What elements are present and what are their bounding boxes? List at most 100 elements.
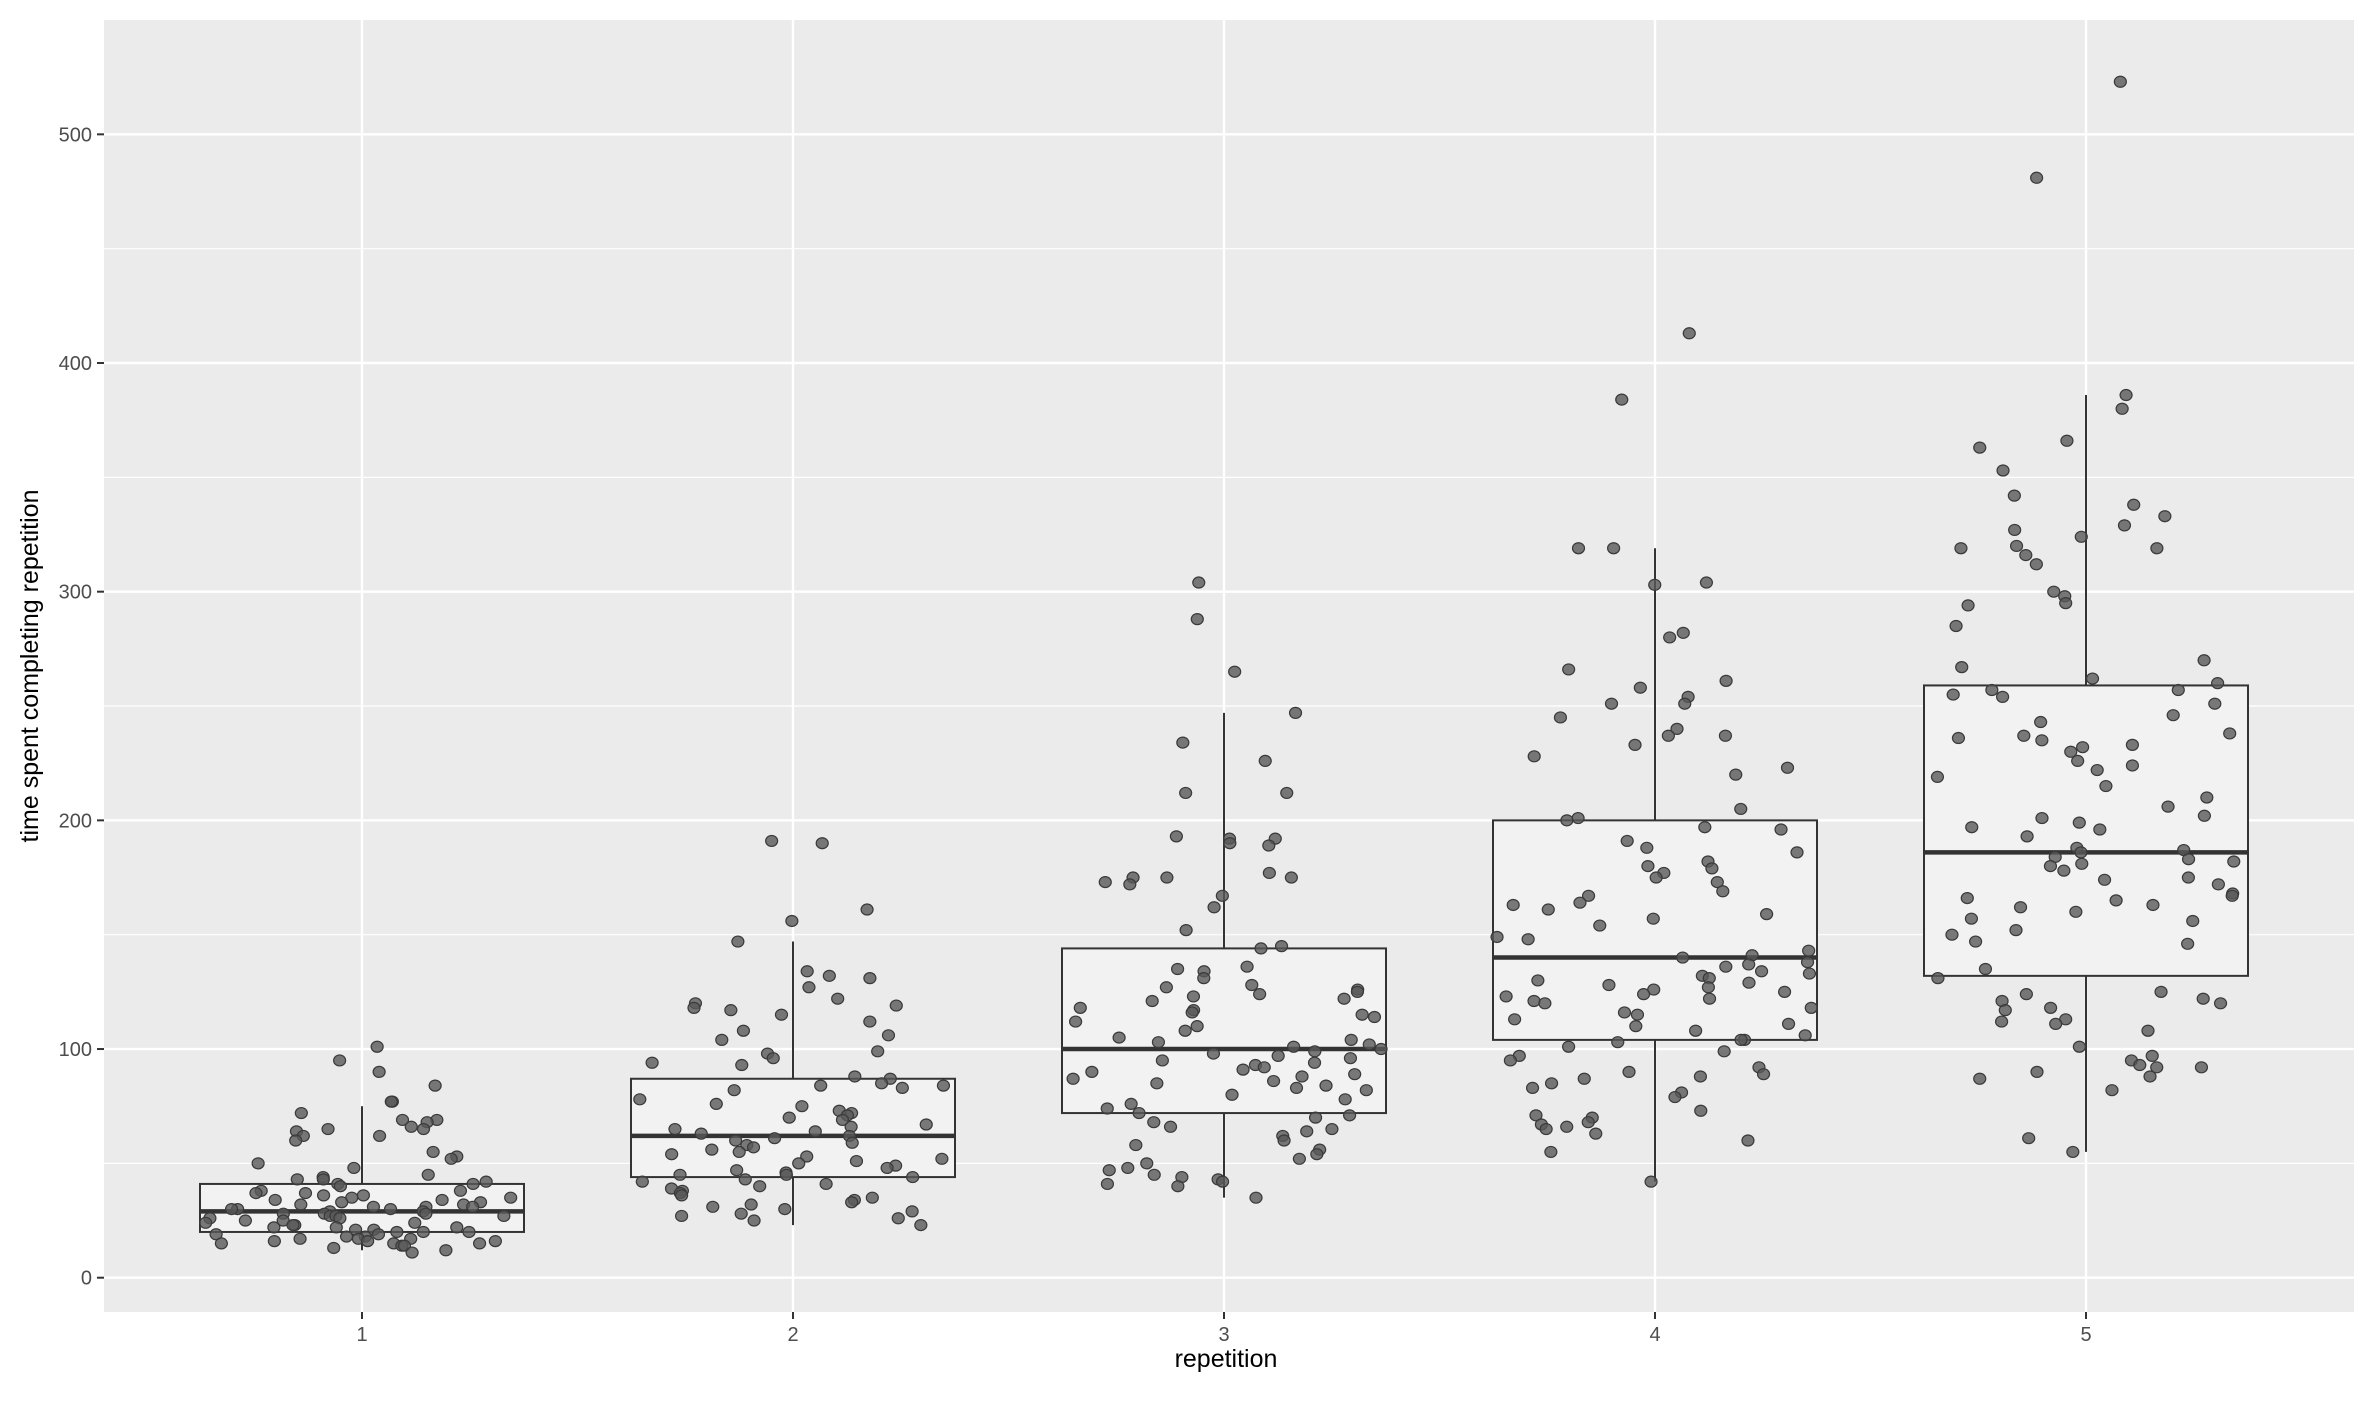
data-point: [1995, 1015, 2009, 1028]
data-point: [730, 1164, 744, 1177]
data-point: [339, 1230, 354, 1243]
data-point: [1774, 823, 1788, 836]
data-point: [1129, 1138, 1143, 1152]
data-point: [1648, 578, 1662, 591]
data-point: [1754, 965, 1769, 978]
data-point: [1951, 731, 1966, 745]
data-point: [2200, 791, 2214, 804]
data-point: [1289, 1081, 1304, 1095]
data-point: [1630, 1008, 1645, 1021]
data-point: [497, 1209, 511, 1223]
data-point: [1112, 1031, 1126, 1044]
data-point: [835, 1113, 850, 1127]
data-point: [1741, 1134, 1755, 1147]
data-point: [2034, 715, 2048, 729]
data-point: [792, 1157, 806, 1170]
data-point: [1562, 1040, 1576, 1053]
data-point: [333, 1180, 348, 1193]
data-point: [2030, 171, 2044, 184]
data-point: [1295, 1070, 1309, 1083]
data-point: [504, 1191, 518, 1204]
data-point: [2186, 914, 2200, 928]
data-point: [891, 1212, 905, 1225]
data-point: [914, 1219, 928, 1232]
data-point: [405, 1246, 419, 1259]
data-point: [1266, 1074, 1281, 1088]
data-point: [372, 1065, 386, 1078]
data-point: [845, 1136, 859, 1149]
data-point: [2074, 530, 2088, 543]
data-point: [2030, 1065, 2044, 1078]
data-point: [1644, 1175, 1658, 1188]
data-point: [2145, 1049, 2159, 1062]
data-point: [2057, 864, 2071, 877]
data-point: [724, 1004, 738, 1017]
data-point: [1307, 1056, 1322, 1069]
data-point: [802, 981, 816, 994]
data-point: [1646, 912, 1660, 925]
data-point: [2141, 1024, 2155, 1037]
data-point: [1325, 1122, 1339, 1136]
data-point: [2143, 1070, 2157, 1083]
data-point: [1132, 1106, 1146, 1120]
y-axis-ticks: 0 100 200 300 400 500: [59, 124, 104, 1290]
data-point: [1581, 889, 1596, 902]
data-point: [199, 1216, 213, 1229]
data-point: [1525, 1081, 1540, 1095]
data-point: [2066, 1145, 2080, 1159]
data-point: [1777, 985, 1792, 998]
data-point: [1236, 1063, 1250, 1076]
data-point: [1538, 997, 1552, 1010]
data-point: [782, 1111, 796, 1124]
data-point: [1215, 889, 1229, 902]
data-point: [1678, 697, 1692, 710]
data-point: [1553, 711, 1568, 724]
data-point: [1527, 750, 1541, 763]
data-point: [1362, 1038, 1376, 1051]
data-point: [848, 1070, 862, 1083]
data-point: [668, 1122, 682, 1136]
data-point: [727, 1084, 741, 1097]
data-point: [2208, 697, 2222, 710]
data-point: [1798, 1029, 1812, 1042]
data-point: [390, 1225, 404, 1239]
data-point: [1359, 1084, 1373, 1097]
data-point: [428, 1079, 442, 1092]
data-point: [1147, 1168, 1161, 1181]
data-point: [814, 1079, 828, 1092]
data-point: [1717, 1045, 1731, 1058]
data-point: [1319, 1079, 1333, 1092]
data-point: [1300, 1125, 1314, 1138]
data-point: [1742, 976, 1756, 989]
data-point: [1802, 944, 1816, 957]
data-point: [1531, 974, 1545, 987]
data-point: [687, 1001, 701, 1014]
data-point: [316, 1189, 331, 1202]
data-point: [1719, 960, 1733, 973]
data-point: [267, 1235, 281, 1248]
data-point: [1185, 1006, 1199, 1019]
data-point: [731, 935, 745, 948]
data-point: [735, 1058, 749, 1072]
data-point: [1602, 978, 1616, 992]
data-point: [2119, 388, 2133, 402]
data-point: [675, 1189, 689, 1202]
data-point: [1734, 1033, 1748, 1046]
data-point: [863, 972, 877, 985]
data-point: [444, 1152, 458, 1165]
data-point: [1611, 1036, 1625, 1049]
data-point: [2059, 597, 2073, 610]
data-point: [1215, 1175, 1230, 1188]
data-point: [1159, 981, 1173, 994]
data-point: [1629, 1020, 1643, 1033]
data-point: [785, 914, 799, 928]
data-point: [747, 1214, 761, 1227]
data-point: [1682, 327, 1696, 340]
data-point: [372, 1129, 387, 1143]
data-point: [1718, 729, 1733, 742]
data-point: [435, 1193, 449, 1207]
data-point: [2223, 727, 2237, 740]
data-point: [356, 1189, 371, 1202]
data-point: [1186, 990, 1201, 1003]
data-point: [2125, 738, 2139, 751]
